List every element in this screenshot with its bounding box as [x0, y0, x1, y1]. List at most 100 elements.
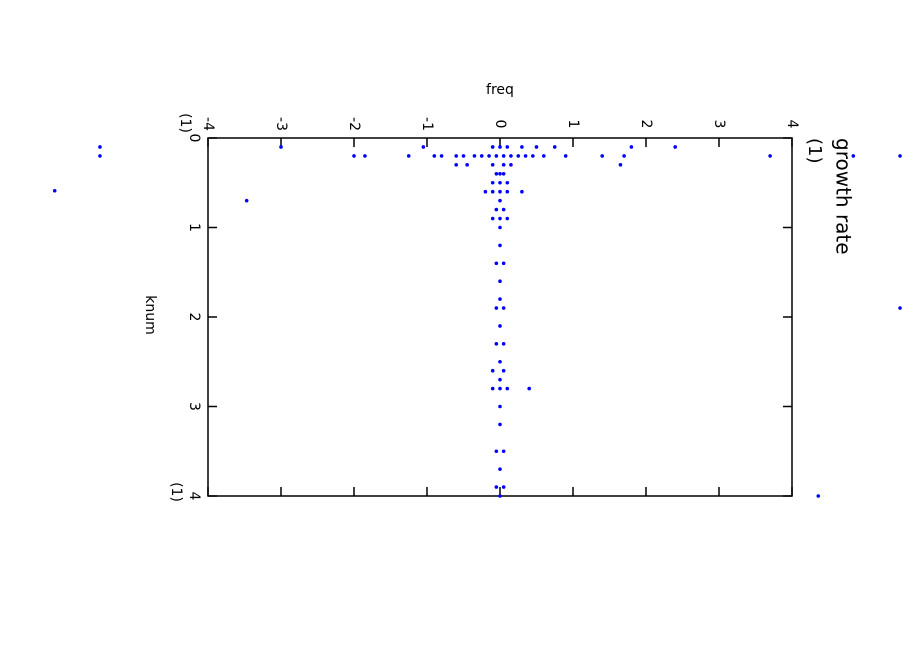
point — [244, 198, 249, 203]
point — [851, 154, 856, 158]
point — [534, 145, 539, 149]
point — [498, 359, 502, 364]
point — [501, 172, 506, 176]
point — [816, 494, 821, 498]
point — [501, 449, 506, 454]
point — [406, 154, 411, 158]
x-tick-label: 2 — [186, 313, 202, 322]
point — [498, 243, 502, 248]
point — [501, 368, 506, 373]
point — [490, 368, 495, 373]
point — [498, 494, 502, 498]
y-tick-label: 0 — [492, 120, 508, 129]
x-tick-label: 4 — [186, 492, 202, 501]
point — [505, 145, 510, 149]
point — [498, 180, 502, 185]
y-tick-label: -4 — [200, 117, 216, 131]
point — [494, 261, 499, 266]
point — [622, 154, 626, 158]
y-tick-label: 2 — [638, 120, 654, 129]
point — [618, 163, 623, 167]
point — [472, 154, 477, 158]
point — [498, 198, 502, 203]
point — [629, 145, 634, 149]
point — [523, 154, 528, 158]
x-tick-label: 0 — [186, 134, 202, 143]
x-tick-label: 1 — [186, 223, 202, 232]
point — [490, 163, 495, 167]
title-unit: (1) — [804, 138, 825, 164]
point — [494, 154, 499, 158]
point — [542, 154, 546, 158]
point — [501, 485, 506, 489]
y-tick-label: -3 — [273, 117, 289, 131]
point — [505, 386, 510, 391]
point — [516, 154, 521, 158]
x-axis-unit: (1) — [168, 482, 184, 502]
point — [898, 306, 902, 310]
point — [421, 145, 426, 149]
point — [520, 189, 524, 194]
point — [498, 172, 502, 176]
point — [487, 154, 491, 158]
point — [501, 342, 506, 346]
x-tick-label: 3 — [186, 402, 202, 411]
point — [454, 154, 459, 158]
point — [552, 145, 557, 149]
point — [501, 306, 506, 310]
y-tick-label: 1 — [565, 120, 581, 129]
y-axis-label: freq — [486, 82, 514, 98]
point — [563, 154, 568, 158]
point — [498, 145, 502, 149]
point — [494, 306, 499, 310]
y-tick-label: 3 — [711, 120, 727, 129]
point — [498, 216, 502, 221]
point — [498, 467, 502, 471]
point — [490, 386, 495, 391]
point — [600, 154, 604, 158]
point — [501, 163, 506, 167]
y-axis-unit: (1) — [177, 113, 193, 133]
point — [498, 189, 502, 194]
point — [498, 225, 502, 230]
point — [490, 180, 495, 185]
point — [498, 324, 502, 328]
point — [483, 189, 488, 194]
point — [490, 216, 495, 221]
y-tick-label: 4 — [784, 120, 800, 129]
point — [494, 207, 499, 212]
point — [465, 163, 469, 167]
point — [363, 154, 367, 158]
point — [490, 145, 495, 149]
point — [673, 145, 677, 149]
point — [501, 207, 506, 212]
point — [505, 189, 510, 194]
point — [501, 154, 506, 158]
point — [505, 216, 510, 221]
point — [439, 154, 444, 158]
point — [454, 163, 459, 167]
point — [479, 154, 484, 158]
point — [520, 145, 524, 149]
point — [501, 261, 506, 266]
point — [494, 342, 499, 346]
point — [279, 145, 283, 149]
chart-title: growth rate — [832, 138, 856, 255]
point — [352, 154, 356, 158]
point — [509, 163, 513, 167]
point — [498, 386, 502, 391]
point — [505, 180, 510, 185]
point — [494, 172, 499, 176]
point — [52, 189, 57, 193]
point — [494, 485, 499, 489]
point — [498, 377, 502, 382]
point — [509, 154, 513, 158]
point — [498, 279, 502, 284]
point — [494, 449, 499, 454]
point — [432, 154, 437, 158]
point — [898, 154, 902, 158]
x-axis-label: knum — [142, 295, 158, 335]
point — [531, 154, 535, 158]
point — [498, 297, 502, 301]
